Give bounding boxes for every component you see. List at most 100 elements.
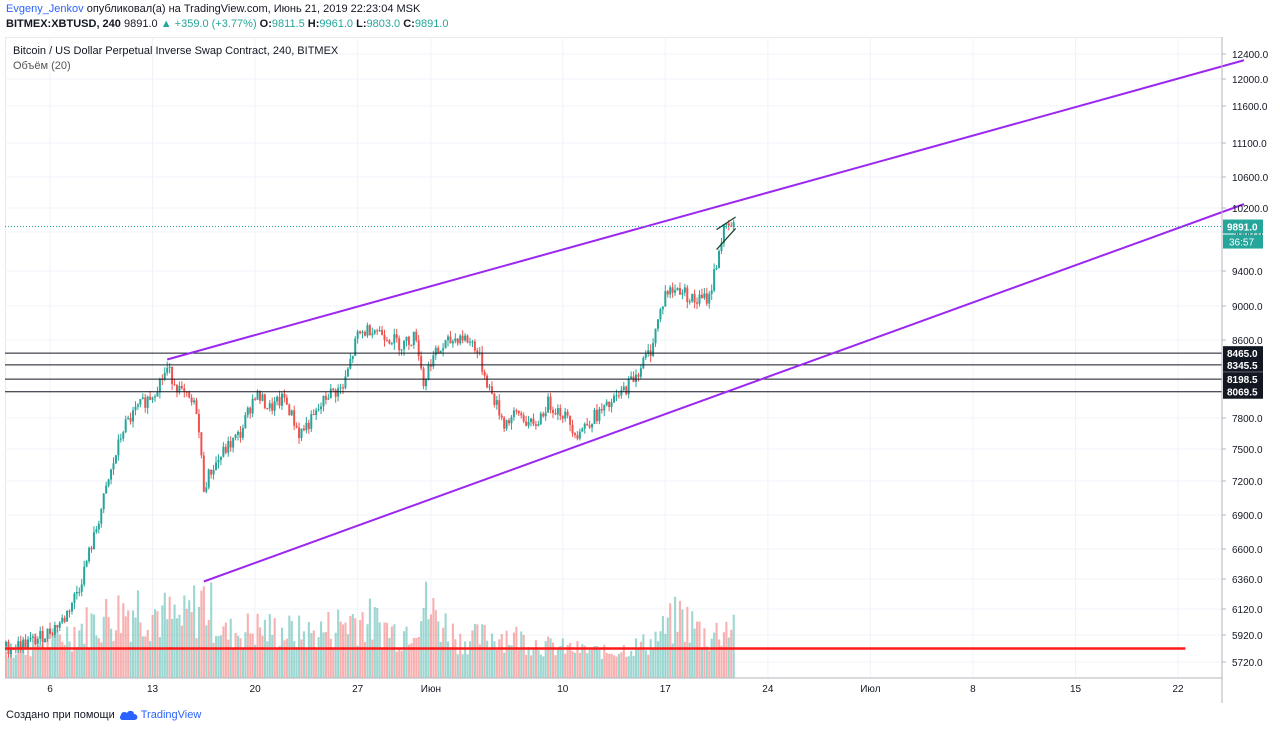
volume-bar: [681, 609, 684, 678]
volume-bar: [356, 645, 359, 678]
volume-bar: [683, 641, 686, 678]
volume-bar: [649, 639, 652, 678]
candle-body: [66, 610, 69, 622]
candle-body: [654, 328, 657, 344]
volume-bar: [371, 639, 374, 678]
volume-bar: [661, 616, 664, 678]
volume-bar: [327, 611, 330, 678]
candle-body: [171, 366, 174, 385]
candle-body: [227, 441, 230, 453]
volume-bar: [708, 650, 711, 678]
volume-bar: [595, 646, 599, 678]
volume-bar: [363, 642, 367, 678]
volume-bar: [517, 650, 520, 678]
volume-bar: [210, 582, 213, 678]
candle-body: [200, 432, 203, 456]
volume-bar: [410, 643, 413, 678]
volume-bar: [610, 653, 613, 678]
y-tick-label: 11100.0: [1232, 139, 1267, 150]
candle-body: [195, 400, 198, 415]
y-tick-label: 6900.0: [1232, 511, 1263, 522]
price-chart[interactable]: 12400.0 12000.0 11600.0 11100.0 10600.0 10200…: [0, 36, 1280, 703]
volume-bar: [603, 644, 606, 678]
volume-bar: [605, 653, 608, 678]
candle-body: [124, 419, 127, 433]
x-tick-label: 17: [660, 684, 672, 695]
volume-bar: [163, 592, 166, 678]
made-with-label: Создано при помощи: [6, 709, 115, 721]
candle-body: [652, 343, 655, 356]
candle-body: [175, 385, 178, 393]
candle-body: [146, 396, 149, 408]
candle-body: [332, 388, 335, 391]
volume-bar: [515, 626, 518, 678]
candle-body: [29, 637, 32, 640]
candle-body: [420, 356, 423, 369]
tradingview-link[interactable]: TradingView: [140, 709, 202, 721]
candle-body: [412, 331, 415, 346]
candle-body: [329, 388, 332, 399]
volume-bar: [293, 641, 296, 678]
candle-body: [569, 415, 572, 425]
candle-body: [78, 591, 81, 593]
candle-body: [371, 333, 374, 336]
candle-body: [644, 353, 647, 358]
candle-body: [151, 397, 154, 400]
volume-bar: [66, 626, 69, 678]
trend-channel-line: [166, 59, 1245, 361]
volume-bar: [696, 621, 699, 678]
candle-body: [659, 309, 662, 320]
volume-bar: [158, 637, 161, 678]
volume-bar: [383, 622, 386, 678]
chart-area[interactable]: 12400.0 12000.0 11600.0 11100.0 10600.0 10200…: [0, 36, 1280, 703]
small-channel-line: [716, 216, 736, 231]
level-tag: [1223, 357, 1263, 372]
volume-bar: [112, 641, 115, 678]
volume-bar: [381, 648, 384, 678]
volume-bar: [351, 614, 354, 678]
candle-body: [417, 340, 420, 357]
candle-body: [75, 592, 78, 594]
volume-bar: [280, 627, 284, 678]
candle-body: [188, 392, 191, 398]
volume-bar: [34, 633, 37, 678]
current-price-label: 9891.0: [1227, 223, 1258, 234]
volume-bar: [722, 632, 725, 678]
volume-bar: [227, 639, 230, 678]
volume-bar: [268, 614, 271, 678]
candle-body: [630, 376, 633, 379]
volume-bar: [393, 624, 396, 678]
volume-bar: [144, 636, 147, 678]
candle-body: [642, 357, 645, 369]
candle-body: [363, 331, 366, 336]
candle-body: [149, 396, 152, 400]
candle-body: [207, 469, 210, 488]
candle-body: [446, 336, 449, 341]
volume-bar: [669, 603, 672, 678]
candle-body: [576, 435, 579, 439]
candle-body: [310, 414, 313, 429]
candle-body: [600, 409, 603, 411]
candle-body: [451, 341, 454, 344]
candle-body: [547, 396, 550, 413]
candle-body: [237, 431, 240, 435]
candle-body: [525, 421, 528, 426]
candle-body: [127, 417, 130, 420]
candle-body: [571, 424, 574, 434]
author-link[interactable]: Evgeny_Jenkov: [6, 3, 84, 15]
volume-bar: [581, 644, 584, 678]
candle-body: [49, 628, 51, 634]
candle-body: [190, 397, 193, 403]
candle-body: [337, 388, 340, 397]
volume-bar: [305, 647, 308, 678]
volume-bar: [718, 639, 721, 678]
candle-body: [246, 407, 249, 416]
candle-body: [718, 250, 721, 268]
volume-bar: [149, 641, 152, 678]
volume-bar: [566, 645, 569, 678]
candle-body: [244, 415, 247, 428]
candle-body: [31, 636, 34, 638]
volume-bar: [312, 630, 315, 678]
candle-body: [373, 330, 376, 334]
candle-body: [56, 625, 59, 628]
